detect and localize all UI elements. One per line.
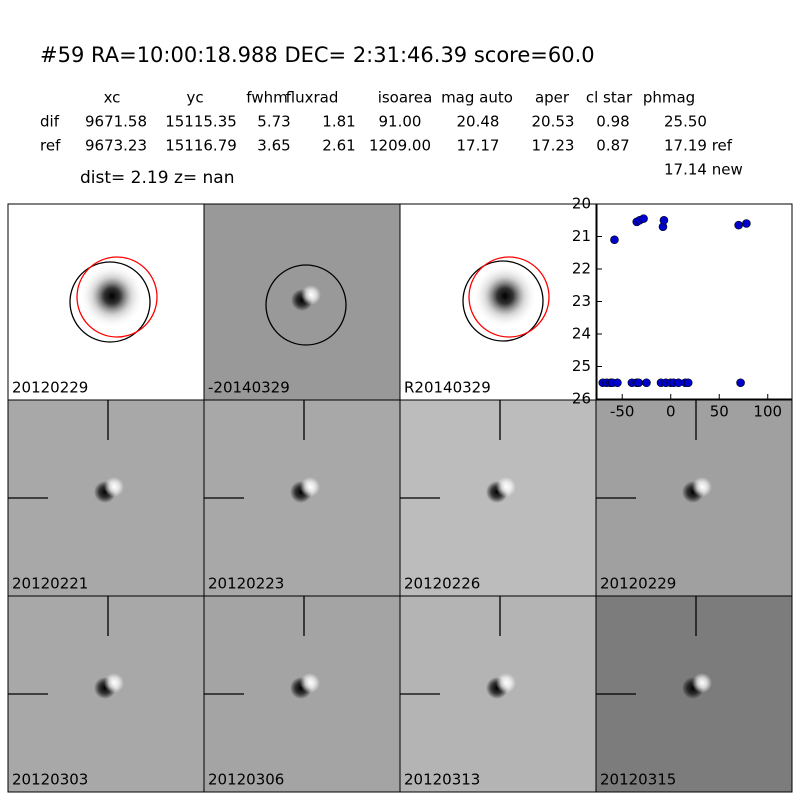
panel-label: -20140329 bbox=[208, 379, 290, 397]
y-tick-label: 23 bbox=[572, 292, 591, 310]
column-header: isoarea bbox=[378, 89, 433, 107]
cell: 9673.23 bbox=[85, 137, 147, 155]
cell: 17.23 bbox=[532, 137, 575, 155]
dipole-light bbox=[300, 477, 320, 497]
point bbox=[642, 378, 651, 388]
point bbox=[634, 378, 644, 388]
panel-label: 20120313 bbox=[404, 771, 480, 789]
column-header: mag auto bbox=[441, 89, 513, 107]
column-header: xc bbox=[104, 89, 121, 107]
cell: 0.87 bbox=[596, 137, 629, 155]
dipole-light bbox=[104, 477, 124, 497]
panel-label: 20120315 bbox=[600, 771, 676, 789]
cell: 3.65 bbox=[257, 137, 290, 155]
cell: 1209.00 bbox=[369, 137, 431, 155]
panel-label: 20120229 bbox=[600, 575, 676, 593]
dipole-light bbox=[692, 673, 712, 693]
dipole-light bbox=[692, 477, 712, 497]
dipole-light bbox=[104, 673, 124, 693]
source bbox=[473, 264, 537, 328]
note: 17.14 new bbox=[664, 161, 743, 179]
x-tick-label: 50 bbox=[710, 403, 729, 421]
panel-label: 20120223 bbox=[208, 575, 284, 593]
point bbox=[734, 220, 743, 230]
column-header: yc bbox=[186, 89, 203, 107]
point bbox=[659, 215, 669, 225]
cell: 20.48 bbox=[457, 113, 500, 131]
aperture bbox=[468, 256, 550, 338]
source bbox=[80, 264, 144, 328]
cell: 25.50 bbox=[664, 113, 707, 131]
y-tick-label: 20 bbox=[572, 195, 591, 213]
cell: 17.19 ref bbox=[664, 137, 733, 155]
dipole-light bbox=[496, 477, 516, 497]
plot-area bbox=[596, 203, 793, 400]
row-label: ref bbox=[40, 137, 61, 155]
y-tick-label: 26 bbox=[572, 390, 591, 408]
column-header: fluxrad bbox=[286, 89, 339, 107]
column-header: aper bbox=[535, 89, 570, 107]
column-header: fwhm bbox=[246, 89, 287, 107]
cell: 15115.35 bbox=[165, 113, 237, 131]
point bbox=[683, 378, 693, 388]
point bbox=[610, 235, 619, 245]
cell: 5.73 bbox=[257, 113, 290, 131]
row-label: dif bbox=[40, 113, 60, 131]
cell: 2.61 bbox=[322, 137, 355, 155]
aperture bbox=[265, 264, 347, 346]
cell: 91.00 bbox=[379, 113, 422, 131]
y-tick-label: 21 bbox=[572, 227, 591, 245]
y-tick-label: 24 bbox=[572, 325, 591, 343]
dipole-light bbox=[496, 673, 516, 693]
cell: 9671.58 bbox=[85, 113, 147, 131]
cell: 17.17 bbox=[457, 137, 500, 155]
x-tick-label: -50 bbox=[610, 403, 635, 421]
column-header: cl star bbox=[586, 89, 633, 107]
point bbox=[742, 219, 751, 228]
cell: 20.53 bbox=[532, 113, 575, 131]
title: #59 RA=10:00:18.988 DEC= 2:31:46.39 scor… bbox=[40, 43, 595, 67]
y-tick-label: 22 bbox=[572, 260, 591, 278]
panel-label: 20120226 bbox=[404, 575, 480, 593]
cell: 0.98 bbox=[596, 113, 629, 131]
dipole-light bbox=[300, 673, 320, 693]
cell: 1.81 bbox=[322, 113, 355, 131]
point bbox=[613, 378, 622, 388]
panel-label: 20120306 bbox=[208, 771, 284, 789]
panel-label: 20120221 bbox=[12, 575, 88, 593]
x-tick-label: 0 bbox=[666, 403, 676, 421]
aperture bbox=[76, 256, 158, 338]
cell: 15116.79 bbox=[165, 137, 237, 155]
dipole-light bbox=[301, 285, 321, 305]
y-tick-label: 25 bbox=[572, 357, 591, 375]
aperture bbox=[462, 260, 544, 342]
x-tick-label: 100 bbox=[753, 403, 782, 421]
panel-label: 20120303 bbox=[12, 771, 88, 789]
aperture bbox=[69, 261, 151, 343]
column-header: phmag bbox=[643, 89, 695, 107]
point bbox=[736, 378, 745, 388]
panel-label: R20140329 bbox=[404, 379, 491, 397]
point bbox=[639, 214, 648, 223]
panel-label: 20120229 bbox=[12, 379, 88, 397]
dist: dist= 2.19 z= nan bbox=[80, 168, 234, 188]
